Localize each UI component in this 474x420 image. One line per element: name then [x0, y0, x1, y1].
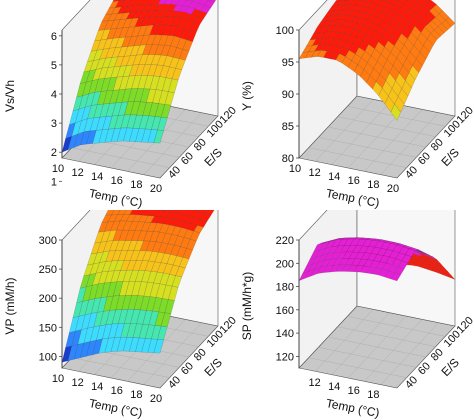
- z-tick-label: 220: [276, 235, 294, 247]
- z-tick-label: 5: [51, 60, 57, 72]
- z-tick-label: 85: [282, 121, 294, 133]
- z-tick-label: 200: [39, 293, 57, 305]
- surface-patch: [153, 129, 164, 144]
- x-tick-label: 14: [328, 171, 340, 183]
- surface-patch: [390, 104, 401, 121]
- chart-sp: 120 140 160 180 200 220 12 14 16 18 40 60 80 100 120 SP…: [237, 210, 474, 420]
- surface-patch: [390, 272, 401, 282]
- y-axis-title: E/S: [438, 146, 462, 170]
- x-tick-label: 14: [328, 381, 340, 393]
- x-tick-label: 18: [367, 179, 379, 191]
- z-axis-title: SP (mM/h*g): [240, 272, 254, 340]
- z-tick-label: 90: [282, 89, 294, 101]
- x-tick-label: 16: [348, 175, 360, 187]
- z-axis-title: VP (mM/h): [3, 277, 17, 334]
- chart-yield: 80 85 90 95 100 10 12 14 16 18 20 40 60 80 100 120 Y (%)…: [237, 0, 474, 210]
- x-tick-label: 10: [52, 163, 64, 175]
- x-tick-label: 10: [52, 373, 64, 385]
- y-axis-title: E/S: [438, 356, 462, 380]
- z-tick-label: 80: [282, 153, 294, 165]
- chart-vs-vh: 1 2 3 4 5 6 10 12 14 16 18 20 40 60 80 100 120 Vs/Vh Temp …: [0, 0, 237, 210]
- chart-vp: 100 150 200 250 300 10 12 14 16 18 20 40 60 80 100 120 V…: [0, 210, 237, 420]
- z-tick-label: 160: [276, 305, 294, 317]
- y-axis-title: E/S: [201, 356, 225, 380]
- z-tick-label: 6: [51, 31, 57, 43]
- x-tick-label: 16: [111, 385, 123, 397]
- z-tick-label: 140: [276, 328, 294, 340]
- x-tick-label: 20: [150, 183, 162, 195]
- x-tick-label: 18: [130, 179, 142, 191]
- x-tick-label: 16: [111, 175, 123, 187]
- y-axis-title: E/S: [201, 146, 225, 170]
- z-tick-label: 180: [276, 282, 294, 294]
- z-tick-label: 100: [276, 25, 294, 37]
- x-tick-label: 16: [348, 385, 360, 397]
- z-tick-label: 250: [39, 264, 57, 276]
- z-tick-label: 4: [51, 89, 57, 101]
- z-tick-label: 200: [276, 258, 294, 270]
- x-tick-label: 20: [150, 393, 162, 405]
- x-tick-label: 14: [91, 171, 103, 183]
- x-tick-label: 10: [289, 163, 301, 175]
- x-tick-label: 14: [91, 381, 103, 393]
- z-tick-label: 1: [51, 176, 57, 188]
- z-tick-label: 2: [51, 147, 57, 159]
- z-axis-title: Vs/Vh: [3, 80, 17, 112]
- x-tick-label: 12: [71, 377, 83, 389]
- z-tick-label: 300: [39, 235, 57, 247]
- back-wall: [356, 210, 456, 327]
- surface-patch: [153, 339, 164, 354]
- x-tick-label: 20: [387, 183, 399, 195]
- x-tick-label: 18: [367, 389, 379, 401]
- z-axis-title: Y (%): [240, 81, 254, 111]
- z-tick-label: 3: [51, 118, 57, 130]
- x-tick-label: 18: [130, 389, 142, 401]
- x-tick-label: 12: [308, 377, 320, 389]
- z-tick-label: 120: [276, 351, 294, 363]
- z-tick-label: 95: [282, 57, 294, 69]
- floor-gridline: [347, 316, 446, 337]
- x-tick-label: 12: [71, 167, 83, 179]
- z-tick-label: 100: [39, 351, 57, 363]
- z-tick-label: 150: [39, 322, 57, 334]
- x-tick-label: 12: [308, 167, 320, 179]
